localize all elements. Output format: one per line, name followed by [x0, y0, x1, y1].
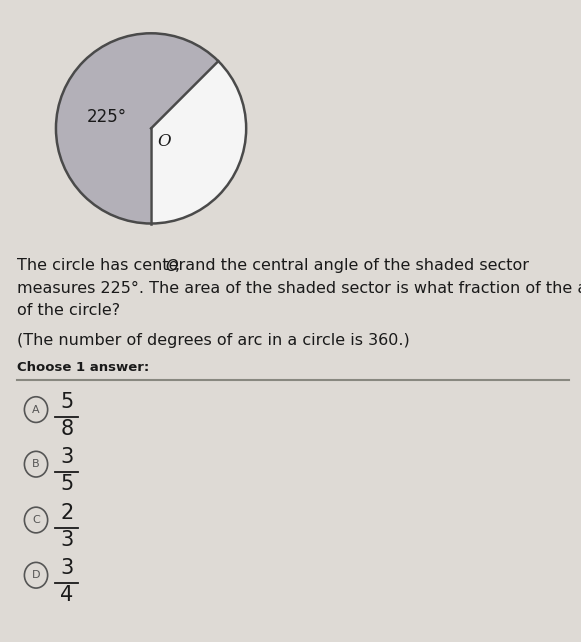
Text: 2: 2 — [60, 503, 73, 523]
Text: 5: 5 — [60, 474, 73, 494]
Text: 4: 4 — [60, 585, 73, 605]
Text: 3: 3 — [60, 447, 73, 467]
Text: $O$: $O$ — [165, 258, 179, 274]
Polygon shape — [151, 61, 246, 223]
Text: B: B — [32, 459, 40, 469]
Text: 5: 5 — [60, 392, 73, 412]
Text: of the circle?: of the circle? — [17, 303, 120, 318]
Text: measures 225°. The area of the shaded sector is what fraction of the area: measures 225°. The area of the shaded se… — [17, 281, 581, 295]
Text: The circle has center: The circle has center — [17, 258, 191, 273]
Text: C: C — [32, 515, 40, 525]
Text: O: O — [157, 133, 171, 150]
Text: A: A — [32, 404, 40, 415]
Text: , and the central angle of the shaded sector: , and the central angle of the shaded se… — [175, 258, 529, 273]
Text: 3: 3 — [60, 558, 73, 578]
Text: D: D — [32, 570, 40, 580]
Polygon shape — [56, 33, 218, 223]
Text: 225°: 225° — [87, 108, 127, 126]
Text: Choose 1 answer:: Choose 1 answer: — [17, 361, 150, 374]
Text: 8: 8 — [60, 419, 73, 439]
Text: (The number of degrees of arc in a circle is 360.): (The number of degrees of arc in a circl… — [17, 333, 410, 347]
Text: 3: 3 — [60, 530, 73, 550]
